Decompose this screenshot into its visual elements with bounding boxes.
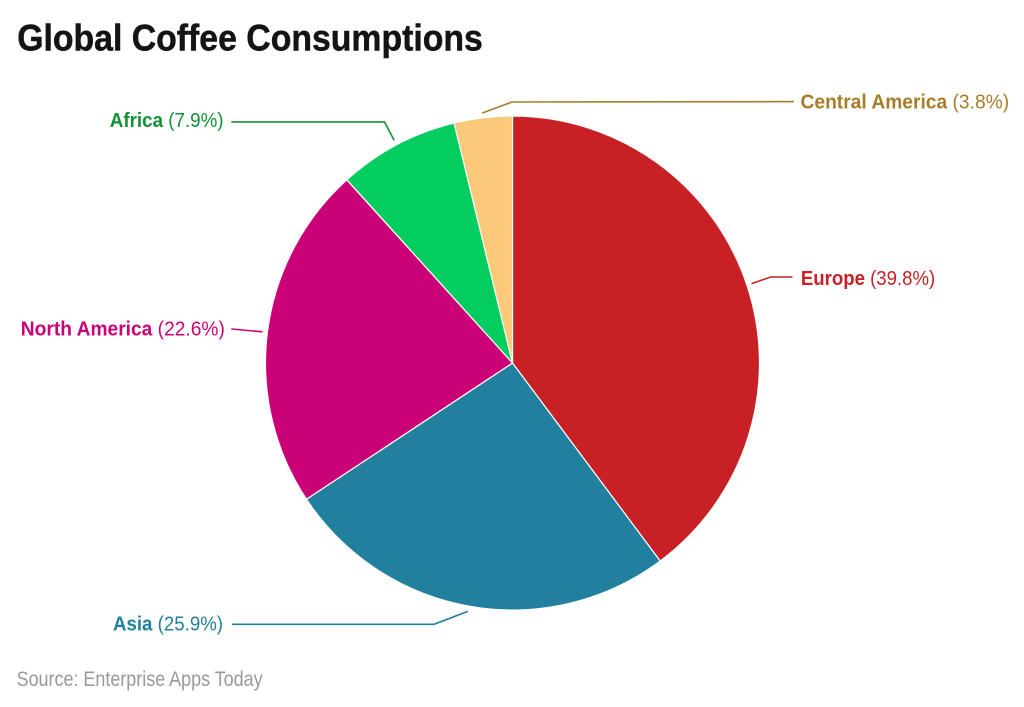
svg-text:North America (22.6%): North America (22.6%): [21, 318, 225, 340]
svg-text:Source: Enterprise Apps Today: Source: Enterprise Apps Today: [17, 668, 263, 692]
svg-text:Europe (39.8%): Europe (39.8%): [801, 268, 935, 290]
svg-text:Africa (7.9%): Africa (7.9%): [110, 109, 224, 132]
svg-text:Global Coffee Consumptions: Global Coffee Consumptions: [17, 17, 483, 59]
svg-text:Central America (3.8%): Central America (3.8%): [801, 91, 1010, 113]
svg-text:Asia (25.9%): Asia (25.9%): [113, 613, 223, 636]
